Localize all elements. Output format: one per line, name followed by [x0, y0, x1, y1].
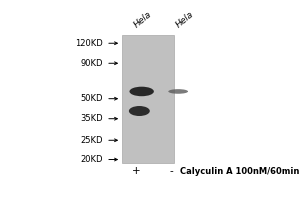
FancyBboxPatch shape: [122, 35, 173, 163]
Text: +: +: [132, 166, 141, 176]
Text: 25KD: 25KD: [80, 136, 103, 145]
Text: 90KD: 90KD: [80, 59, 103, 68]
Text: 20KD: 20KD: [80, 155, 103, 164]
Ellipse shape: [130, 87, 154, 96]
Ellipse shape: [129, 106, 150, 116]
Text: Calyculin A 100nM/60min: Calyculin A 100nM/60min: [181, 167, 300, 176]
Text: Hela: Hela: [133, 9, 154, 29]
Text: 50KD: 50KD: [80, 94, 103, 103]
Text: 35KD: 35KD: [80, 114, 103, 123]
Text: 120KD: 120KD: [75, 39, 103, 48]
Text: Hela: Hela: [175, 9, 196, 29]
Text: -: -: [169, 166, 173, 176]
Ellipse shape: [168, 89, 188, 94]
